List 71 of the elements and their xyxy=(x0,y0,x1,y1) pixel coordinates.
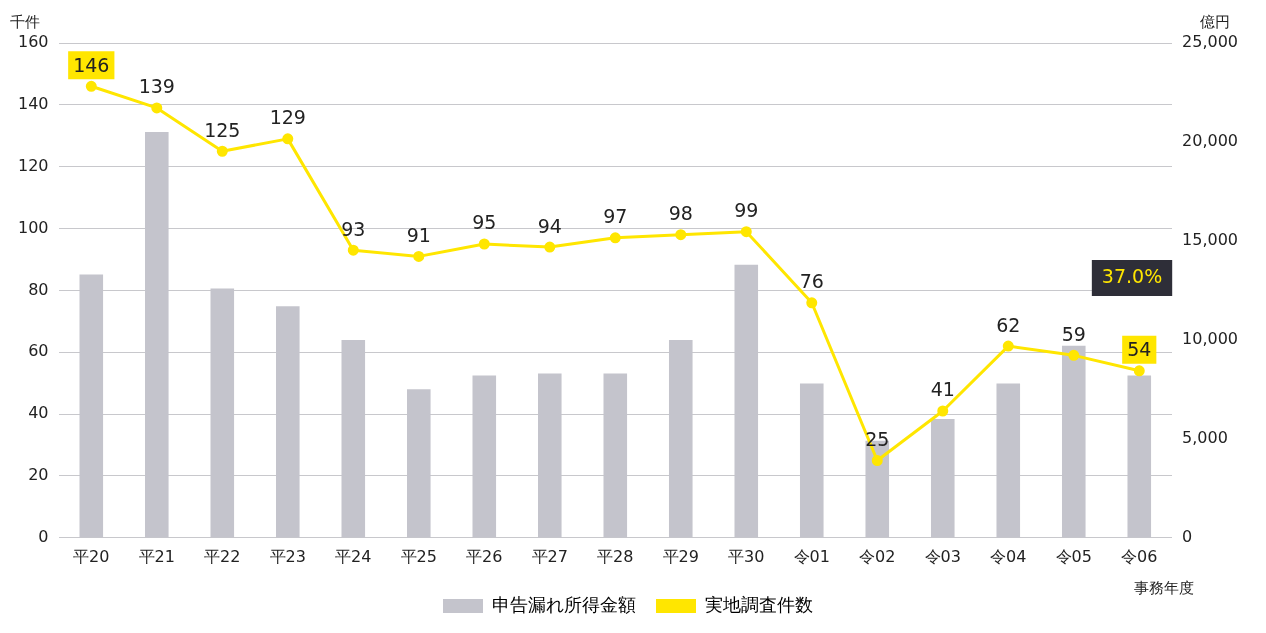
data-label: 91 xyxy=(406,223,431,246)
data-label: 93 xyxy=(341,217,366,240)
y2-tick-label: 15,000 xyxy=(1182,230,1238,250)
point xyxy=(937,405,949,417)
data-label: 97 xyxy=(603,205,628,228)
data-label: 62 xyxy=(996,313,1021,336)
x-tick-label: 令02 xyxy=(859,546,896,566)
x-tick-label: 平27 xyxy=(531,546,568,566)
y2-tick-label: 20,000 xyxy=(1182,131,1238,151)
data-label: 94 xyxy=(537,214,562,237)
y2-axis-title: 億円 xyxy=(1200,13,1230,32)
data-label: 59 xyxy=(1061,322,1086,345)
point xyxy=(413,250,425,262)
y-tick-label: 20 xyxy=(28,465,49,485)
x-tick-label: 平25 xyxy=(400,546,437,566)
x-tick-label: 平23 xyxy=(269,546,306,566)
x-tick-label: 平22 xyxy=(204,546,241,566)
point xyxy=(347,244,359,256)
point xyxy=(675,229,687,241)
x-tick-label: 平20 xyxy=(73,546,110,566)
point xyxy=(478,238,490,250)
legend-label: 申告漏れ所得金額 xyxy=(492,593,636,615)
x-axis-title: 事務年度 xyxy=(1134,579,1195,598)
data-label: 95 xyxy=(472,211,497,234)
x-tick-label: 令04 xyxy=(990,546,1027,566)
y2-tick-label: 5,000 xyxy=(1182,428,1228,447)
x-tick-label: 平24 xyxy=(335,546,372,566)
x-tick-label: 令03 xyxy=(924,546,961,566)
point xyxy=(282,133,294,145)
y2-tick-label: 25,000 xyxy=(1182,32,1238,52)
y-tick-label: 40 xyxy=(28,403,49,423)
y2-tick-label: 10,000 xyxy=(1182,329,1238,349)
x-tick-label: 平28 xyxy=(597,546,634,566)
data-label: 98 xyxy=(668,202,693,225)
x-tick-label: 令01 xyxy=(793,546,830,566)
point xyxy=(544,241,556,253)
point xyxy=(1068,349,1080,361)
y-tick-label: 100 xyxy=(17,217,49,237)
y2-tick-label: 0 xyxy=(1182,526,1193,546)
point xyxy=(1133,365,1145,377)
y-tick-label: 140 xyxy=(17,94,49,114)
x-tick-label: 平26 xyxy=(466,546,503,566)
data-label: 54 xyxy=(1127,338,1152,361)
y-tick-label: 120 xyxy=(17,155,49,175)
data-label: 146 xyxy=(73,53,110,76)
point xyxy=(85,80,97,92)
y-tick-label: 60 xyxy=(28,341,49,361)
point xyxy=(609,232,621,244)
data-label: 139 xyxy=(138,75,175,98)
annotation: 37.0% xyxy=(1101,264,1163,287)
x-tick-label: 令06 xyxy=(1121,546,1158,566)
y-tick-label: 160 xyxy=(17,32,49,52)
point xyxy=(216,145,228,157)
legend-label: 実地調査件数 xyxy=(705,593,813,615)
y-axis-title: 千件 xyxy=(10,13,40,32)
point xyxy=(740,226,752,238)
data-label: 129 xyxy=(269,106,306,129)
point xyxy=(1002,340,1014,352)
x-tick-label: 平30 xyxy=(728,546,765,566)
point xyxy=(151,102,163,114)
data-label: 125 xyxy=(204,118,241,141)
data-label: 99 xyxy=(734,199,759,222)
data-label: 41 xyxy=(930,378,955,401)
y-tick-label: 0 xyxy=(38,526,49,546)
data-label: 76 xyxy=(799,270,824,293)
x-tick-label: 平21 xyxy=(138,546,175,566)
y-tick-label: 80 xyxy=(28,279,49,299)
x-tick-label: 平29 xyxy=(662,546,699,566)
x-tick-label: 令05 xyxy=(1055,546,1092,566)
point xyxy=(806,297,818,309)
point xyxy=(871,454,883,466)
